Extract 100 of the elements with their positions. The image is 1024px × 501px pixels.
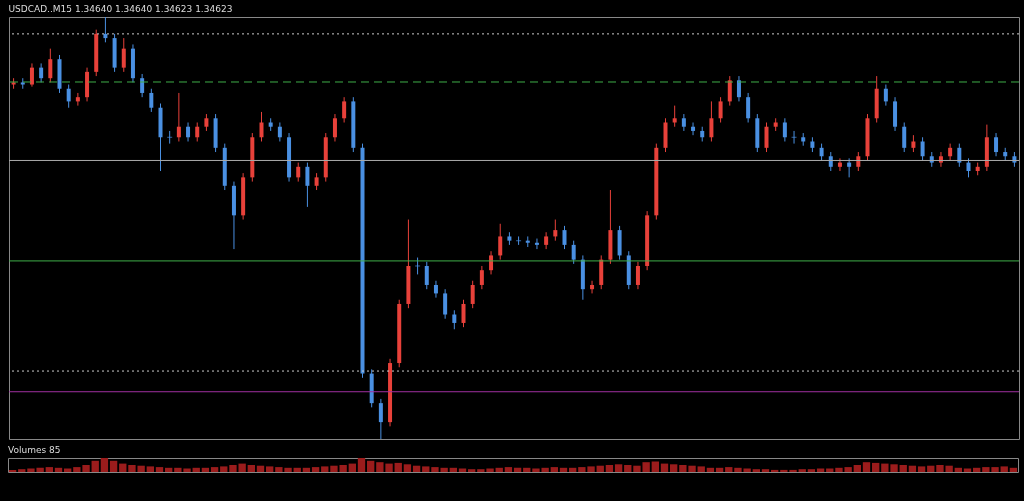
- candlestick: [847, 157, 852, 178]
- candlestick: [167, 130, 173, 145]
- bar: [192, 467, 200, 472]
- candlestick: [378, 398, 383, 440]
- bar: [798, 469, 806, 472]
- candlestick: [948, 143, 953, 161]
- bar: [1009, 467, 1018, 472]
- candlestick: [727, 75, 732, 107]
- chart-title: USDCAD..M15 1.34640 1.34640 1.34623 1.34623: [8, 3, 233, 14]
- bar: [523, 467, 531, 472]
- candlestick: [920, 136, 925, 161]
- candlestick: [681, 113, 686, 132]
- bar: [256, 465, 265, 472]
- bar: [569, 467, 577, 472]
- bar: [660, 463, 669, 472]
- bar: [908, 465, 917, 472]
- bar: [670, 464, 678, 472]
- candlestick: [837, 157, 842, 172]
- bar: [8, 469, 17, 472]
- bar: [367, 460, 375, 472]
- bar: [45, 467, 53, 472]
- candlestick: [176, 92, 181, 142]
- bar: [91, 460, 99, 472]
- candlestick: [443, 288, 448, 320]
- candlestick: [966, 157, 971, 178]
- bar: [624, 465, 632, 472]
- bar: [559, 467, 568, 472]
- bar: [348, 463, 356, 472]
- candlestick: [39, 62, 44, 83]
- candlestick: [149, 88, 154, 113]
- bar: [165, 467, 173, 472]
- candlestick: [186, 122, 191, 142]
- bar: [761, 469, 770, 472]
- bar: [155, 467, 164, 472]
- bar: [247, 465, 255, 472]
- bar: [468, 469, 476, 472]
- bar: [504, 467, 513, 472]
- candlestick: [994, 132, 999, 157]
- candlestick: [259, 111, 264, 142]
- candlestick: [883, 84, 888, 107]
- candlestick: [590, 280, 595, 294]
- bar: [862, 462, 871, 472]
- candlestick: [534, 238, 539, 250]
- bar: [596, 465, 604, 472]
- bar: [605, 465, 614, 472]
- candlestick: [75, 92, 80, 107]
- candlestick: [562, 225, 567, 250]
- candlestick: [424, 261, 429, 290]
- bar: [927, 465, 935, 472]
- candlestick: [332, 113, 337, 142]
- candlestick: [709, 100, 714, 142]
- bar: [771, 469, 779, 472]
- bar: [872, 462, 880, 472]
- candlestick: [938, 151, 943, 168]
- bar: [449, 467, 457, 472]
- bar: [210, 467, 219, 472]
- candlestick: [553, 219, 558, 242]
- bar: [293, 467, 301, 472]
- bar: [119, 463, 127, 472]
- candlestick: [296, 162, 301, 183]
- candlestick: [672, 105, 677, 128]
- candlestick: [957, 143, 962, 168]
- bar: [973, 467, 981, 472]
- bar: [403, 464, 412, 472]
- candlestick: [764, 122, 769, 153]
- bar: [266, 466, 274, 472]
- bar: [954, 467, 962, 472]
- candlestick: [342, 96, 347, 123]
- candlestick: [452, 309, 457, 330]
- candlestick: [736, 75, 741, 102]
- candlestick: [277, 122, 282, 142]
- bar: [651, 461, 659, 472]
- candlestick: [571, 240, 576, 265]
- bar: [725, 467, 733, 472]
- bar: [357, 458, 366, 472]
- candlestick: [691, 122, 696, 136]
- bar: [422, 466, 430, 472]
- bar: [853, 465, 861, 472]
- candlestick: [782, 117, 787, 142]
- bar: [321, 466, 329, 472]
- chart-title: Volumes 85: [8, 445, 61, 455]
- bar: [412, 465, 421, 472]
- bar: [550, 467, 558, 472]
- candlestick: [48, 48, 53, 83]
- candlestick: [516, 235, 522, 246]
- bar: [311, 467, 320, 472]
- candlestick: [305, 162, 310, 208]
- bar: [513, 467, 522, 472]
- bar: [715, 467, 724, 472]
- candlestick: [746, 92, 751, 123]
- candlestick: [195, 122, 200, 142]
- bar: [807, 469, 816, 472]
- bar: [899, 465, 907, 472]
- candlestick: [544, 231, 549, 250]
- candlestick: [479, 265, 484, 290]
- candlestick: [498, 223, 503, 261]
- bar: [614, 464, 623, 472]
- bar: [146, 466, 154, 472]
- candlestick: [718, 96, 723, 123]
- bar: [752, 469, 760, 472]
